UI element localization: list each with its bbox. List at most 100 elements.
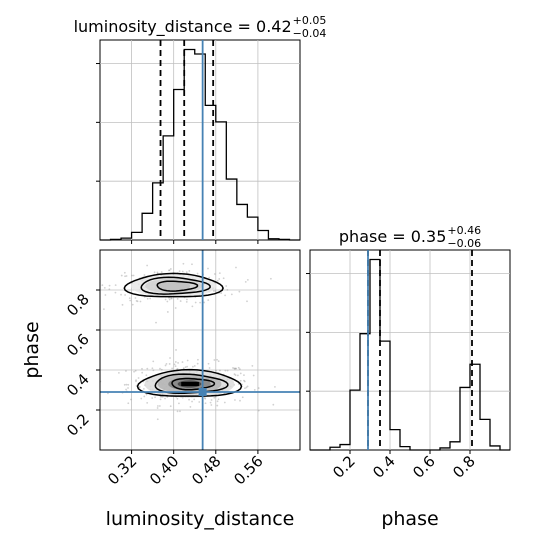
- sample-point: [193, 365, 196, 367]
- sample-point: [143, 395, 146, 398]
- sample-point: [146, 264, 149, 267]
- sample-point: [123, 271, 126, 274]
- sample-point: [169, 357, 171, 359]
- hist-luminosity-distance-panel: luminosity_distance = 0.42+0.05 −0.04: [74, 14, 327, 244]
- sample-point: [164, 364, 167, 367]
- title-minus-error: −0.06: [447, 237, 481, 250]
- sample-point: [124, 275, 126, 278]
- sample-point: [191, 400, 193, 403]
- sample-point: [208, 276, 211, 279]
- sample-point: [128, 297, 131, 300]
- x-tick-label: 0.8: [449, 452, 479, 482]
- density-peak: [181, 382, 199, 386]
- sample-point: [209, 401, 212, 404]
- sample-point: [244, 281, 247, 283]
- sample-point: [246, 279, 249, 281]
- title-plus-error: +0.05: [293, 14, 327, 27]
- sample-point: [157, 405, 159, 407]
- sample-point: [125, 275, 128, 277]
- hist-luminosity-distance-plot: [96, 40, 300, 244]
- sample-point: [191, 305, 194, 308]
- sample-point: [222, 277, 225, 280]
- sample-point: [233, 373, 236, 376]
- sample-point: [196, 272, 199, 275]
- sample-point: [139, 300, 142, 303]
- sample-point: [166, 311, 169, 313]
- x-tick-label: 0.2: [329, 452, 359, 482]
- sample-point: [176, 297, 179, 300]
- sample-point: [186, 359, 189, 362]
- sample-point: [136, 300, 139, 303]
- sample-point: [185, 300, 188, 303]
- sample-point: [124, 294, 126, 296]
- sample-point: [170, 297, 173, 300]
- sample-point: [194, 301, 197, 304]
- sample-point: [160, 368, 163, 371]
- sample-point: [234, 367, 237, 370]
- sample-point: [188, 270, 191, 272]
- sample-point: [127, 402, 130, 405]
- sample-point: [188, 398, 190, 401]
- sample-point: [235, 266, 237, 269]
- sample-point: [272, 403, 275, 406]
- sample-point: [207, 299, 210, 302]
- sample-point: [243, 380, 246, 383]
- sample-point: [186, 298, 188, 301]
- sample-point: [184, 366, 187, 369]
- sample-point: [161, 395, 164, 398]
- sample-point: [234, 399, 236, 401]
- y-axis-label-phase: phase: [21, 321, 43, 378]
- sample-point: [193, 398, 196, 401]
- sample-point: [114, 291, 117, 294]
- sample-point: [131, 274, 133, 277]
- sample-point: [204, 402, 207, 405]
- sample-point: [192, 365, 194, 368]
- sample-point: [127, 387, 129, 389]
- x-tick-label: 0.56: [230, 452, 266, 488]
- sample-point: [230, 293, 233, 296]
- sample-point: [224, 294, 227, 297]
- sample-point: [217, 398, 220, 401]
- sample-point: [210, 399, 213, 401]
- title-value: luminosity_distance = 0.42: [74, 17, 292, 37]
- sample-point: [125, 388, 127, 391]
- sample-point: [239, 399, 241, 402]
- sample-point: [257, 409, 260, 412]
- phase-y-ticks: 0.2 0.4 0.6 0.8: [63, 289, 259, 454]
- density-contour: [123, 272, 224, 298]
- sample-point: [159, 367, 161, 370]
- sample-point: [216, 404, 219, 407]
- sample-point: [252, 374, 255, 377]
- joint-density-plot: [99, 250, 300, 450]
- sample-point: [171, 367, 174, 370]
- title-minus-error: −0.04: [293, 27, 327, 40]
- y-tick-label: 0.2: [63, 410, 93, 440]
- sample-point: [135, 299, 138, 302]
- histogram-steps: [310, 258, 510, 451]
- sample-point: [155, 321, 157, 324]
- sample-point: [168, 363, 171, 365]
- x-tick-label: 0.48: [188, 452, 224, 488]
- sample-point: [199, 301, 202, 304]
- sample-point: [218, 272, 221, 275]
- sample-point: [117, 371, 120, 374]
- sample-point: [165, 362, 168, 365]
- sample-point: [127, 383, 130, 386]
- sample-point: [145, 393, 148, 396]
- sample-point: [274, 385, 276, 388]
- sample-point: [168, 298, 171, 301]
- sample-point: [152, 369, 155, 372]
- sample-point: [178, 402, 180, 405]
- sample-point: [213, 396, 216, 399]
- x-tick-label: 0.4: [369, 452, 399, 482]
- sample-point: [134, 297, 137, 299]
- sample-point: [182, 262, 185, 265]
- sample-point: [246, 385, 249, 388]
- sample-point: [164, 298, 167, 301]
- sample-point: [218, 278, 221, 280]
- sample-point: [153, 271, 156, 274]
- sample-point: [204, 397, 207, 400]
- title-value: phase = 0.35: [339, 227, 446, 246]
- sample-point: [215, 369, 217, 372]
